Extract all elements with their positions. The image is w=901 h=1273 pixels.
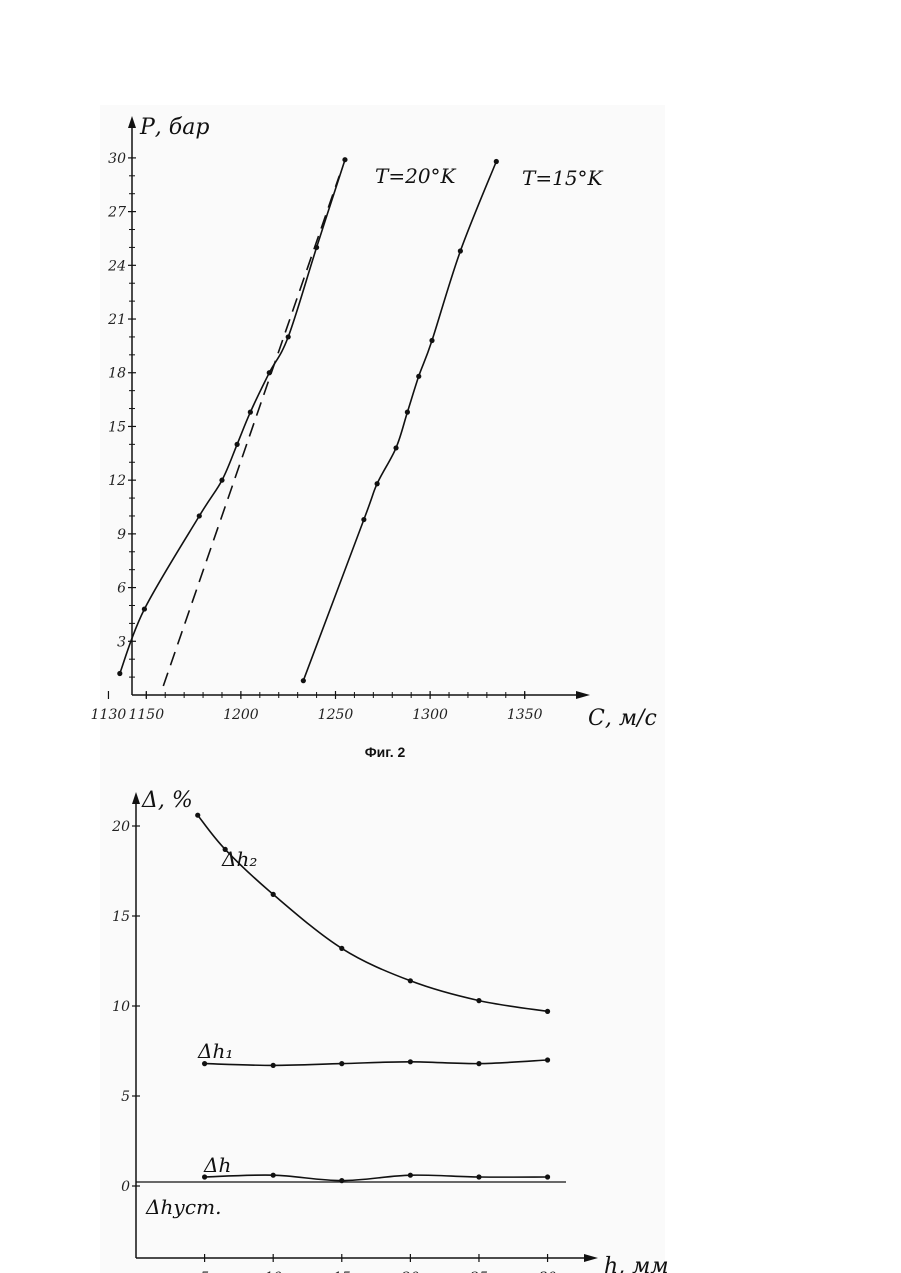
data-point [405,410,410,415]
x-tick-label: 1300 [412,707,448,723]
data-point [142,606,147,611]
data-point [494,159,499,164]
y-tick-label: 15 [108,419,126,435]
y-tick-label: 24 [107,258,126,274]
data-point [416,374,421,379]
y-tick-label: 3 [117,634,126,650]
y-tick-label: 6 [117,581,126,597]
data-point [393,445,398,450]
data-point [361,517,366,522]
y-tick-label: 27 [107,205,126,221]
series-label-dh1: Δh₁ [197,1039,233,1063]
series-label-t20: T=20°K [375,164,457,188]
y-tick-label: 21 [107,312,126,328]
data-point [286,334,291,339]
data-point [248,410,253,415]
y-axis-label: Р, бар [139,115,209,140]
data-point [375,481,380,486]
data-point [339,946,344,951]
data-point [429,338,434,343]
x-tick-label: 1250 [318,707,354,723]
paper-background [100,105,665,1273]
x-tick-label: 1130 [91,707,127,723]
data-point [545,1009,550,1014]
data-point [195,813,200,818]
x-tick-label: 1150 [128,707,164,723]
data-point [408,1173,413,1178]
data-point [219,478,224,483]
series-label-dh: Δh [203,1153,231,1177]
data-point [339,1178,344,1183]
data-point [342,157,347,162]
y-tick-label: 30 [108,151,126,167]
data-point [235,442,240,447]
data-point [476,998,481,1003]
data-point [476,1061,481,1066]
y-tick-label: 5 [121,1089,130,1105]
x-axis-label: С, м/с [588,706,657,731]
data-point [197,513,202,518]
x-tick-label: 1350 [507,707,543,723]
data-point [271,1063,276,1068]
y-tick-label: 12 [108,473,126,489]
series-label-dh2: Δh₂ [221,847,257,871]
y-tick-label: 10 [112,999,130,1015]
y-tick-label: 18 [108,366,126,382]
y-tick-label: 9 [117,527,126,543]
data-point [545,1174,550,1179]
data-point [314,245,319,250]
series-label-t15: T=15°K [522,166,604,190]
data-point [339,1061,344,1066]
y-tick-label: 15 [112,909,130,925]
x-axis-label: h, мм [604,1254,669,1273]
data-point [117,671,122,676]
y-tick-label: 0 [121,1179,130,1195]
data-point [545,1057,550,1062]
data-point [267,370,272,375]
data-point [271,892,276,897]
data-point [408,1059,413,1064]
baseline-label: Δhуст. [145,1195,221,1219]
x-tick-label: 1200 [223,707,259,723]
figure-caption: Фиг. 2 [365,744,406,760]
data-point [458,248,463,253]
data-point [271,1173,276,1178]
y-tick-label: 20 [111,819,130,835]
y-axis-label: Δ, % [141,788,193,813]
data-point [476,1174,481,1179]
data-point [301,678,306,683]
data-point [408,978,413,983]
